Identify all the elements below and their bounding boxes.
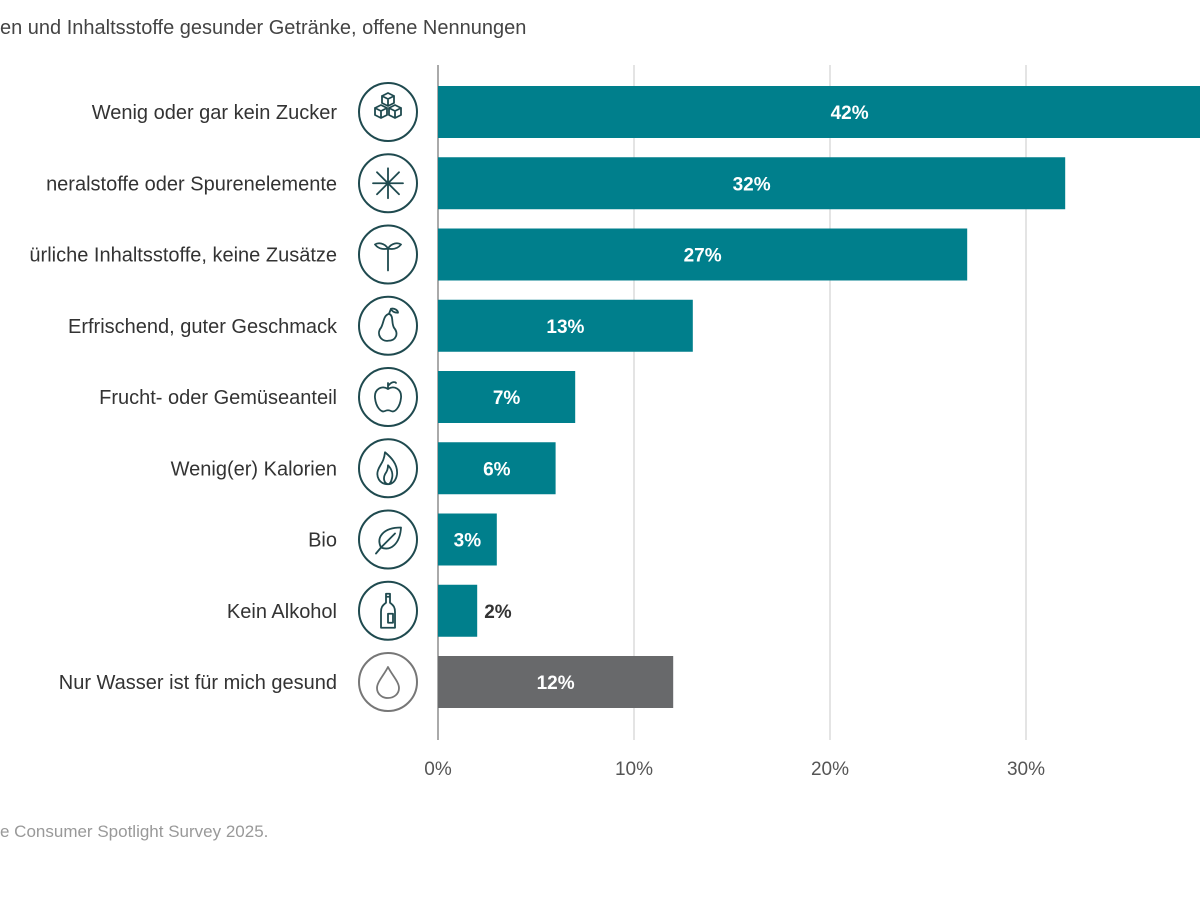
- bar: [438, 299, 693, 352]
- bar: [438, 228, 968, 281]
- category-label: Frucht- oder Gemüseanteil: [99, 387, 337, 409]
- bar: [438, 513, 497, 566]
- bar: [438, 371, 576, 423]
- x-tick-label: 10%: [615, 759, 653, 780]
- x-tick-label: 20%: [811, 759, 849, 780]
- bar-value-label: 13%: [546, 317, 584, 338]
- chart-title: en und Inhaltsstoffe gesunder Getränke, …: [0, 17, 526, 39]
- bottle-icon: [358, 580, 418, 641]
- bar: [438, 442, 556, 495]
- bar-value-label: 12%: [537, 673, 575, 694]
- category-label: Erfrischend, guter Geschmack: [68, 316, 338, 338]
- bar-value-label: 7%: [493, 388, 521, 409]
- bar: [438, 157, 1066, 210]
- sprout-icon: [358, 224, 418, 285]
- bar-value-label: 32%: [733, 174, 771, 195]
- bar: [438, 656, 674, 708]
- category-label: Kein Alkohol: [227, 601, 337, 623]
- bar: [438, 86, 1200, 138]
- bar-value-label: 6%: [483, 459, 511, 480]
- x-tick-label: 0%: [424, 759, 452, 780]
- water-drop-icon: [358, 652, 418, 712]
- bar-value-label: 27%: [684, 246, 722, 267]
- flame-icon: [358, 438, 418, 499]
- mineral-star-icon: [358, 153, 418, 214]
- bar: [438, 584, 478, 637]
- category-label: neralstoffe oder Spurenelemente: [46, 173, 337, 195]
- category-label: ürliche Inhaltsstoffe, keine Zusätze: [29, 245, 337, 267]
- bar-value-label: 3%: [454, 531, 482, 552]
- pear-icon: [358, 295, 418, 356]
- category-label: Bio: [308, 530, 337, 552]
- category-label: Wenig(er) Kalorien: [171, 458, 337, 480]
- x-tick-label: 30%: [1007, 759, 1045, 780]
- category-label: Nur Wasser ist für mich gesund: [59, 672, 337, 694]
- leaf-icon: [358, 509, 418, 570]
- category-label: Wenig oder gar kein Zucker: [92, 102, 338, 124]
- sugar-cubes-icon: [358, 82, 418, 142]
- bar-value-label: 42%: [831, 103, 869, 124]
- chart-source: e Consumer Spotlight Survey 2025.: [0, 822, 268, 841]
- bar-value-label: 2%: [484, 602, 512, 623]
- apple-icon: [358, 367, 418, 427]
